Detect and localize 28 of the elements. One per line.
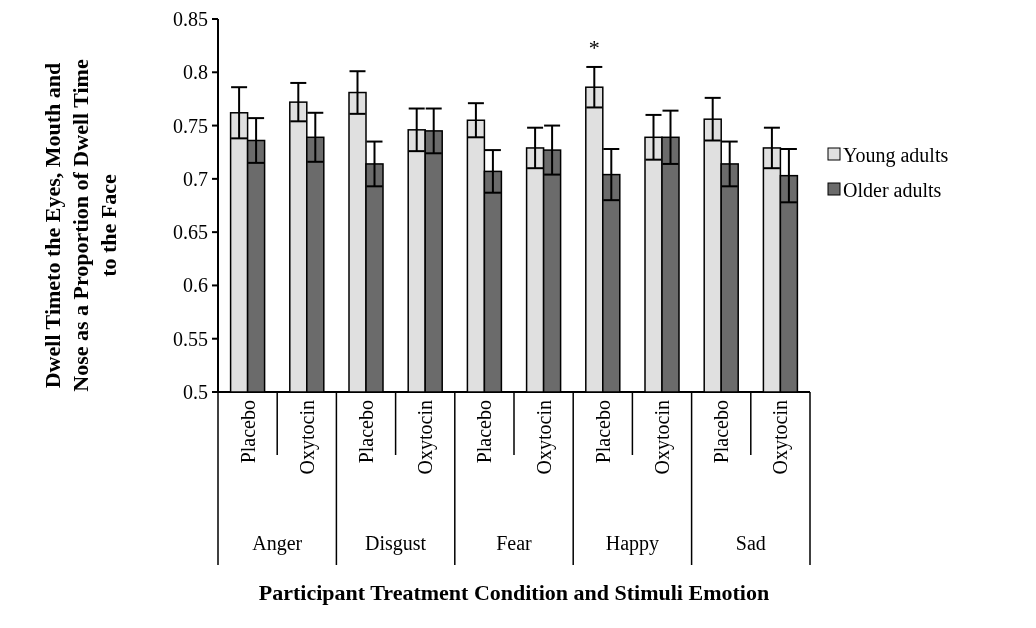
y-tick-label: 0.8 (183, 61, 208, 84)
y-axis-title: Dwell Timeto the Eyes, Mouth and Nose as a Proportion of Dwell Time to the Face (40, 59, 121, 392)
x-tick-label: Oxytocin (651, 400, 674, 475)
x-tick-label: Placebo (710, 400, 733, 464)
x-tick-label: Oxytocin (295, 400, 319, 475)
legend-label: Older adults (843, 179, 942, 201)
x-tick-label: Oxytocin (414, 400, 438, 475)
text: Sad (735, 532, 766, 554)
x-tick-label: Oxytocin (769, 400, 793, 475)
y-tick-label: 0.7 (183, 167, 208, 190)
x-tick-label: Placebo (591, 400, 614, 464)
y-tick-label: 0.55 (173, 327, 208, 350)
x-tick-label: Placebo (355, 400, 377, 464)
text: Anger (252, 532, 303, 555)
text: Fear (496, 532, 533, 554)
x-tick-label: Placebo (236, 400, 259, 464)
y-tick-label: 0.5 (183, 381, 208, 403)
x-axis-title: Participant Treatment Condition and Stimuli Emotion (258, 580, 770, 605)
text: Happy (605, 532, 660, 555)
x-tick-label: Oxytocin (532, 400, 556, 475)
y-tick-label: 0.6 (183, 274, 208, 297)
y-tick-label: 0.75 (173, 114, 208, 137)
x-tick-label: Placebo (473, 400, 496, 464)
y-tick-label: 0.85 (173, 8, 208, 30)
legend-label: Young adults (843, 144, 949, 167)
annotation: * (588, 34, 600, 60)
text: Disgust (365, 532, 427, 555)
y-tick-label: 0.65 (173, 221, 208, 244)
